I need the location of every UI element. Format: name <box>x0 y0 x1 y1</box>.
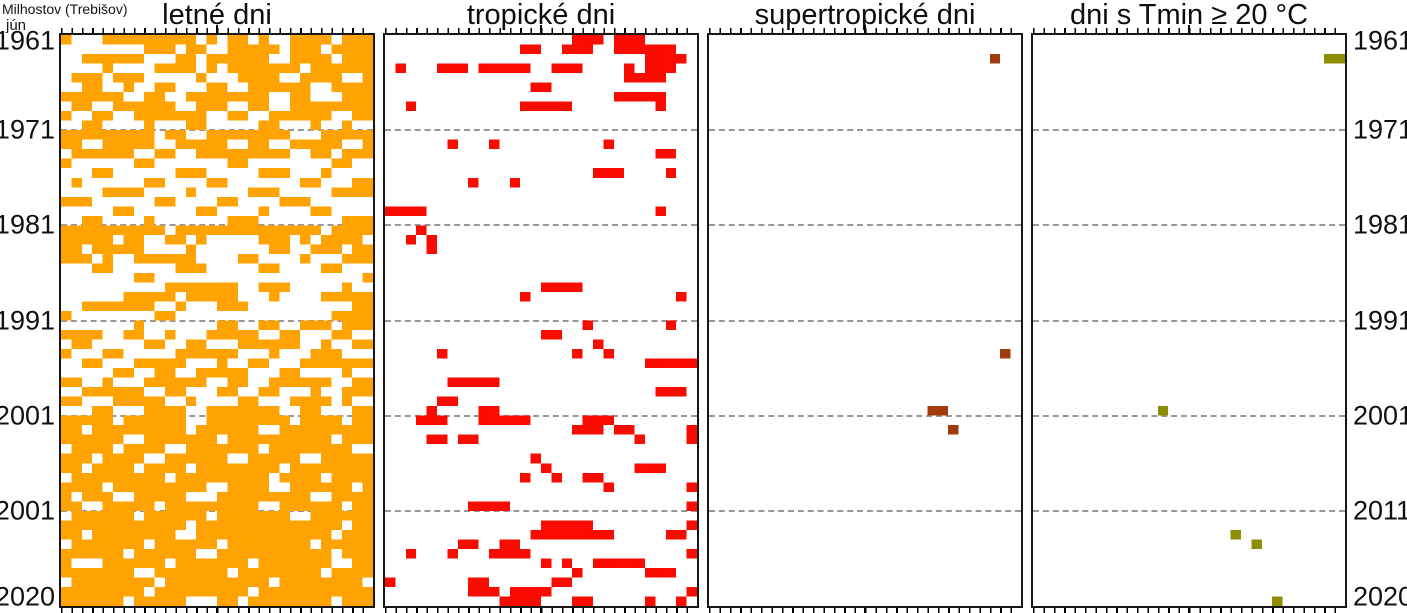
decade-gridline <box>61 224 373 227</box>
mid-month-tick-bottom <box>216 608 218 613</box>
decade-gridline <box>1033 129 1345 132</box>
station-label: Milhostov (Trebišov) <box>2 1 128 17</box>
decade-gridline <box>385 224 697 227</box>
panel-supertropical-days <box>707 25 1023 613</box>
year-label-right: 1991 <box>1353 305 1407 335</box>
mid-month-tick-bottom <box>1188 608 1190 613</box>
decade-gridline <box>1033 319 1345 322</box>
year-label-left: 1971 <box>0 114 55 145</box>
panel-tropical-days <box>383 25 699 613</box>
mid-month-tick-top <box>1188 25 1190 33</box>
decade-gridline <box>709 509 1021 512</box>
year-axis-left: 1961 1971 1981 1991 2001 2001 2020 <box>0 0 56 613</box>
decade-gridline <box>385 414 697 417</box>
year-label-left: 1961 <box>0 25 55 56</box>
mid-month-tick-bottom <box>864 608 866 613</box>
decade-gridline <box>385 509 697 512</box>
mid-month-tick-top <box>216 25 218 33</box>
heatmap-cells-svg <box>1157 54 1345 606</box>
year-label-left: 2020 <box>0 581 55 612</box>
decade-gridline <box>385 129 697 132</box>
year-label-right: 2020 <box>1353 581 1407 612</box>
decade-gridline <box>1033 224 1345 227</box>
heatmap-cells-svg <box>385 35 697 606</box>
mid-month-tick-bottom <box>540 608 542 613</box>
decade-gridline <box>385 319 697 322</box>
panel-tmin20-days <box>1031 25 1347 613</box>
year-label-right: 2001 <box>1353 400 1407 431</box>
decade-gridline <box>709 129 1021 132</box>
year-label-right: 1971 <box>1353 114 1407 145</box>
year-label-left: 1981 <box>0 209 55 240</box>
year-label-left: 1991 <box>0 305 55 335</box>
decade-gridline <box>1033 509 1345 512</box>
year-label-right: 2011 <box>1353 495 1407 526</box>
panel-summer-days <box>59 25 375 613</box>
year-label-left: 2001 <box>0 400 55 431</box>
year-label-right: 1961 <box>1353 25 1407 56</box>
heatmap-cells-svg <box>61 35 373 606</box>
decade-gridline <box>709 319 1021 322</box>
decade-gridline <box>61 129 373 132</box>
month-label: jún <box>6 17 27 34</box>
year-label-left: 2001 <box>0 495 55 526</box>
mid-month-tick-top <box>540 25 542 33</box>
decade-gridline <box>709 414 1021 417</box>
decade-gridline <box>709 224 1021 227</box>
year-axis-right: 1961 1971 1981 1991 2001 2011 2020 <box>1351 0 1407 613</box>
decade-gridline <box>1033 414 1345 417</box>
mid-month-tick-top <box>864 25 866 33</box>
heatmap-cells-svg <box>927 54 1011 435</box>
year-label-right: 1981 <box>1353 209 1407 240</box>
